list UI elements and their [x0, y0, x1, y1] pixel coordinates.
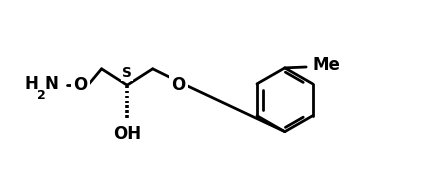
Text: N: N	[45, 75, 59, 93]
Text: S: S	[122, 66, 132, 80]
Text: OH: OH	[113, 125, 141, 143]
Text: O: O	[73, 76, 88, 94]
Text: O: O	[171, 76, 185, 94]
Text: H: H	[25, 75, 39, 93]
Text: 2: 2	[37, 89, 45, 102]
Text: Me: Me	[313, 56, 340, 74]
